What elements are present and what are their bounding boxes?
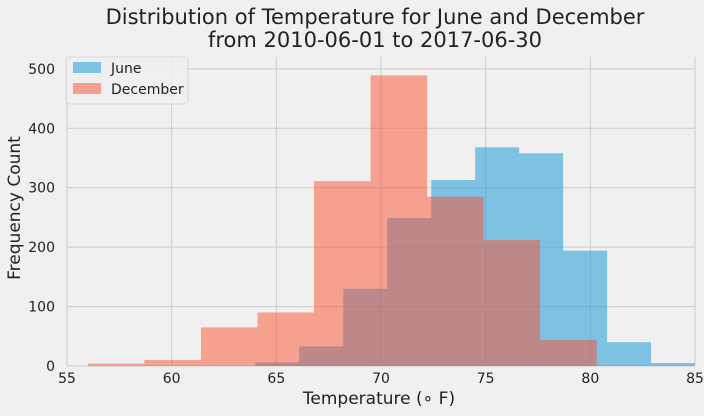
x-tick-label: 65 — [267, 371, 285, 387]
x-tick-label: 55 — [58, 371, 76, 387]
x-axis-label: Temperature (∘ F) — [302, 389, 455, 409]
december-legend-swatch — [73, 83, 101, 94]
december-bar — [200, 327, 258, 366]
y-tick-label: 500 — [28, 62, 55, 78]
x-tick-label: 75 — [477, 371, 495, 387]
december-bar — [87, 363, 145, 366]
legend: June December — [65, 56, 189, 105]
y-tick-label: 0 — [46, 359, 55, 375]
december-bar — [370, 75, 428, 367]
december-bar — [427, 196, 484, 366]
y-axis-label: Frequency Count — [5, 136, 25, 280]
june-bar — [651, 363, 695, 366]
y-tick-label: 200 — [28, 240, 55, 256]
x-tick-label: 80 — [581, 371, 599, 387]
june-legend-swatch — [73, 62, 101, 73]
december-bar — [144, 360, 201, 366]
december-legend-label: December — [111, 82, 184, 98]
x-tick-label: 85 — [686, 371, 704, 387]
chart-title: Distribution of Temperature for June and… — [106, 5, 645, 29]
december-bar — [257, 312, 315, 366]
june-bar — [607, 342, 652, 366]
histogram-bars — [87, 75, 695, 367]
y-tick-label: 400 — [28, 121, 55, 137]
x-tick-label: 60 — [163, 371, 181, 387]
y-tick-label: 300 — [28, 181, 55, 197]
x-tick-label: 70 — [372, 371, 390, 387]
chart-subtitle: from 2010-06-01 to 2017-06-30 — [208, 28, 542, 52]
june-legend-label: June — [110, 61, 142, 77]
december-bar — [540, 339, 597, 366]
december-bar — [483, 240, 541, 366]
y-tick-label: 100 — [28, 300, 55, 316]
axis-ticks: 55 60 65 70 75 80 85 0 100 200 300 400 500 — [28, 62, 704, 387]
december-bar — [314, 181, 371, 366]
